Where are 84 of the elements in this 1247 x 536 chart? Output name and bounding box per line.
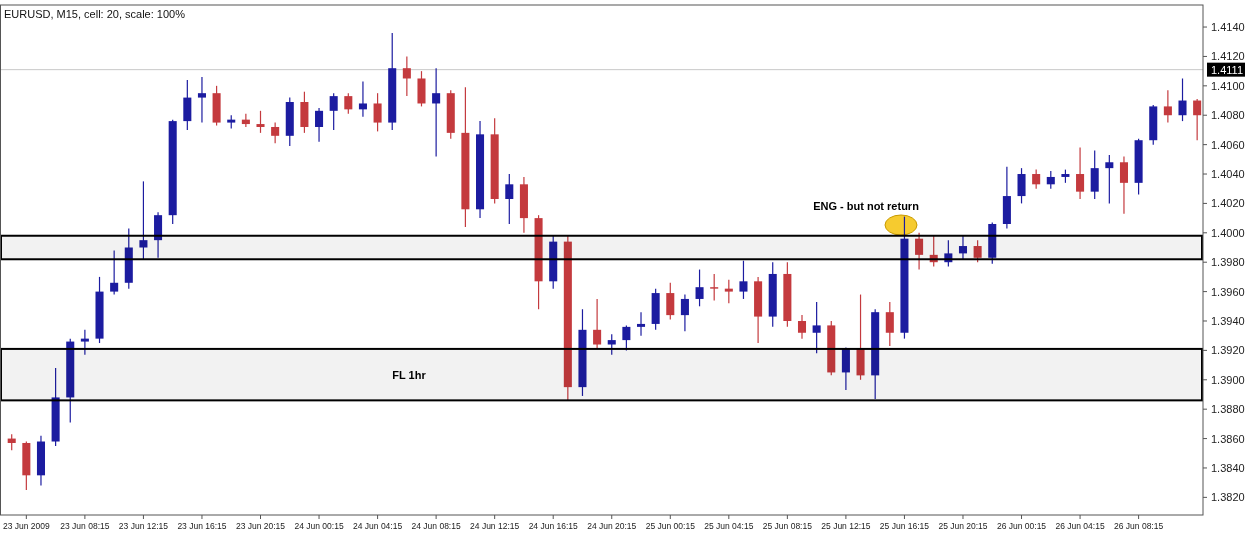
candlestick bbox=[680, 293, 689, 332]
x-tick-label: 26 Jun 04:15 bbox=[1055, 521, 1105, 531]
x-tick-label: 24 Jun 04:15 bbox=[353, 521, 403, 531]
candlestick bbox=[695, 268, 704, 307]
candlestick bbox=[1119, 155, 1128, 215]
y-tick-label: 1.3840 bbox=[1211, 461, 1245, 474]
candlestick bbox=[1163, 89, 1172, 124]
x-tick-label: 24 Jun 08:15 bbox=[411, 521, 461, 531]
candlestick bbox=[110, 249, 119, 296]
candlestick bbox=[256, 110, 265, 134]
candlestick bbox=[1178, 77, 1187, 122]
candlestick bbox=[1017, 167, 1026, 205]
candlestick bbox=[973, 239, 982, 263]
x-tick-label: 25 Jun 12:15 bbox=[821, 521, 871, 531]
y-tick-label: 1.4120 bbox=[1211, 50, 1245, 63]
candlestick bbox=[432, 67, 441, 157]
y-tick-label: 1.4040 bbox=[1211, 168, 1245, 181]
candlestick bbox=[710, 273, 719, 302]
candlestick bbox=[315, 107, 324, 143]
x-tick-label: 26 Jun 00:15 bbox=[996, 521, 1047, 531]
candlestick bbox=[373, 92, 382, 132]
candlestick bbox=[636, 311, 646, 337]
candlestick bbox=[344, 92, 353, 115]
candlestick bbox=[80, 329, 89, 356]
candlestick bbox=[666, 282, 675, 321]
candlestick bbox=[915, 232, 924, 271]
y-tick-label: 1.3900 bbox=[1211, 373, 1245, 386]
candlestick bbox=[358, 80, 367, 118]
candlestick bbox=[183, 79, 192, 131]
x-tick-label: 23 Jun 16:15 bbox=[177, 521, 227, 531]
candlestick bbox=[241, 113, 250, 128]
x-tick-label: 25 Jun 20:15 bbox=[938, 521, 988, 531]
candlestick bbox=[197, 76, 206, 124]
candlestick bbox=[958, 235, 968, 260]
candlestick bbox=[929, 235, 938, 268]
candlestick bbox=[271, 121, 280, 144]
candlestick bbox=[622, 324, 631, 351]
candlestick bbox=[139, 180, 148, 260]
y-tick-label: 1.3860 bbox=[1211, 432, 1245, 445]
band-label: FL 1hr bbox=[392, 368, 427, 381]
x-tick-label: 25 Jun 00:15 bbox=[645, 521, 696, 531]
x-tick-label: 23 Jun 20:15 bbox=[235, 521, 286, 531]
annotation: ENG - but not return bbox=[813, 200, 920, 212]
candlestick bbox=[1076, 146, 1085, 200]
y-tick-label: 1.3820 bbox=[1211, 491, 1245, 504]
x-tick-label: 23 Jun 08:15 bbox=[60, 521, 110, 531]
x-tick-label: 24 Jun 16:15 bbox=[528, 521, 579, 531]
y-tick-label: 1.4060 bbox=[1211, 138, 1245, 151]
y-tick-label: 1.4140 bbox=[1211, 21, 1245, 34]
candlestick bbox=[944, 239, 953, 268]
y-tick-label: 1.4080 bbox=[1211, 109, 1245, 122]
candlestick bbox=[841, 346, 850, 391]
x-tick-label: 25 Jun 08:15 bbox=[762, 521, 813, 531]
candlestick bbox=[505, 173, 514, 225]
y-tick-label: 1.4020 bbox=[1211, 197, 1245, 210]
y-tick-label: 1.3980 bbox=[1211, 256, 1245, 269]
candlestick bbox=[1090, 149, 1099, 200]
candlestick bbox=[724, 279, 733, 304]
x-tick-label: 24 Jun 00:15 bbox=[294, 521, 344, 531]
candlestick bbox=[402, 55, 411, 97]
x-tick-label: 23 Jun 2009 bbox=[2, 521, 51, 531]
x-tick-label: 24 Jun 20:15 bbox=[587, 521, 637, 531]
candlestick bbox=[329, 92, 338, 131]
x-tick-label: 23 Jun 12:15 bbox=[118, 521, 169, 531]
x-tick-label: 24 Jun 12:15 bbox=[470, 521, 520, 531]
x-tick-label: 26 Jun 08:15 bbox=[1114, 521, 1164, 531]
candlestick bbox=[797, 314, 807, 340]
ref-line-label: 1.4111 bbox=[1211, 63, 1244, 76]
x-tick-label: 25 Jun 16:15 bbox=[879, 521, 930, 531]
y-tick-label: 1.4000 bbox=[1211, 226, 1245, 239]
candlestick bbox=[739, 260, 748, 300]
y-tick-label: 1.3960 bbox=[1211, 285, 1245, 298]
candlestick bbox=[1032, 169, 1041, 190]
candlestick bbox=[607, 333, 616, 356]
y-tick-label: 1.4100 bbox=[1211, 79, 1245, 92]
candlestick bbox=[1105, 154, 1114, 205]
y-tick-label: 1.3880 bbox=[1211, 403, 1245, 416]
candlestick bbox=[812, 301, 821, 354]
y-tick-label: 1.3940 bbox=[1211, 314, 1245, 327]
candlestick bbox=[885, 301, 894, 347]
x-tick-label: 25 Jun 04:15 bbox=[704, 521, 754, 531]
candlestick bbox=[593, 298, 602, 350]
chart-title: EURUSD, M15, cell: 20, scale: 100% bbox=[4, 8, 186, 20]
y-tick-label: 1.3920 bbox=[1211, 344, 1245, 357]
